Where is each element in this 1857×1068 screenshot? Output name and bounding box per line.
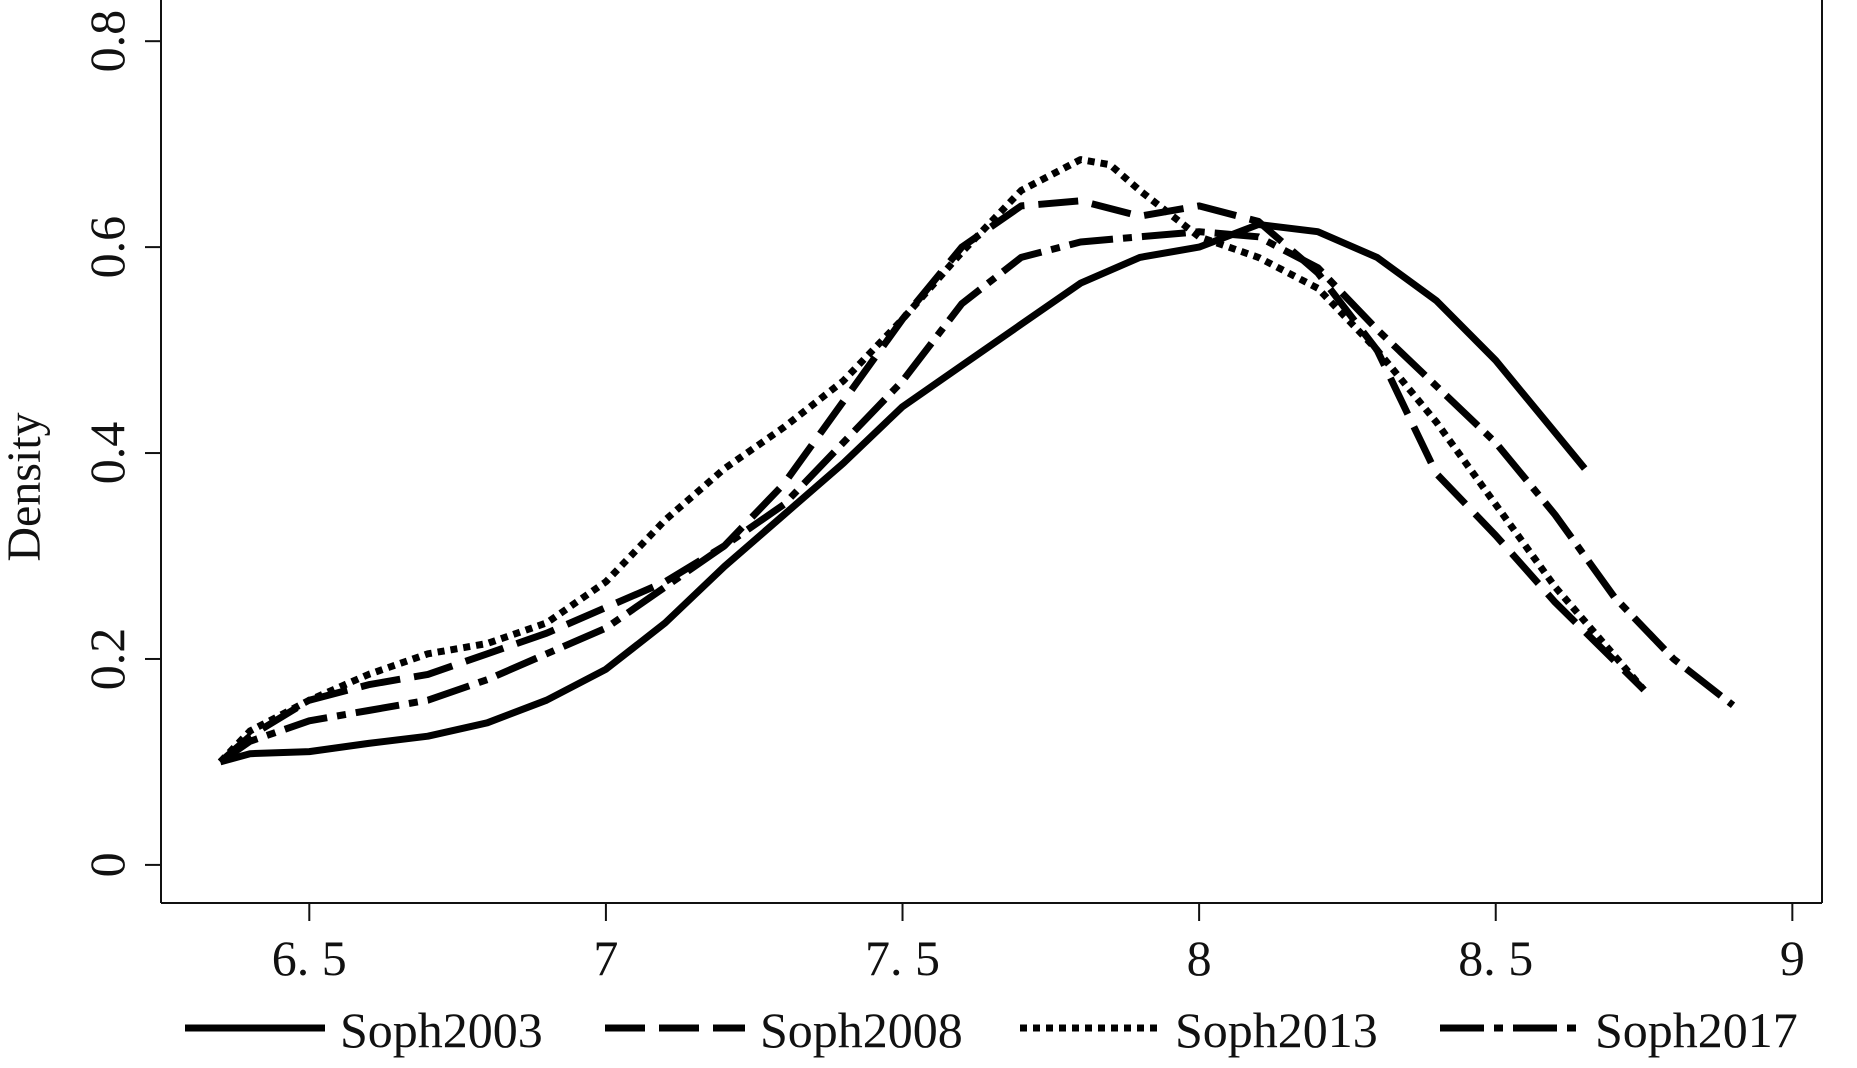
- y-tick-label: 0: [79, 852, 135, 877]
- x-ticks: 6. 5 7 7. 5 8 8. 5 9: [272, 903, 1805, 986]
- y-tick-label: 0.4: [79, 422, 135, 485]
- x-tick-label: 7: [593, 930, 618, 986]
- y-tick-label: 0.6: [79, 216, 135, 279]
- x-tick-label: 6. 5: [272, 930, 347, 986]
- legend-label: Soph2017: [1595, 1002, 1798, 1058]
- axes: [160, 0, 1823, 904]
- series-line-soph2017: [218, 228, 1736, 765]
- legend: Soph2003 Soph2008 Soph2013 Soph2017: [185, 1002, 1798, 1058]
- x-tick-label: 8: [1187, 930, 1212, 986]
- series-layer: [217, 156, 1736, 766]
- legend-label: Soph2013: [1175, 1002, 1378, 1058]
- x-tick-label: 9: [1780, 930, 1805, 986]
- y-ticks: 0 0.2 0.4 0.6 0.8: [79, 10, 161, 877]
- series-line-soph2003: [219, 221, 1588, 766]
- y-tick-label: 0.2: [79, 628, 135, 691]
- x-tick-label: 7. 5: [865, 930, 940, 986]
- series-line-soph2013: [217, 156, 1647, 765]
- legend-label: Soph2008: [760, 1002, 963, 1058]
- legend-label: Soph2003: [340, 1002, 543, 1058]
- x-tick-label: 8. 5: [1458, 930, 1533, 986]
- y-axis-title: Density: [0, 412, 51, 561]
- y-tick-label: 0.8: [79, 10, 135, 73]
